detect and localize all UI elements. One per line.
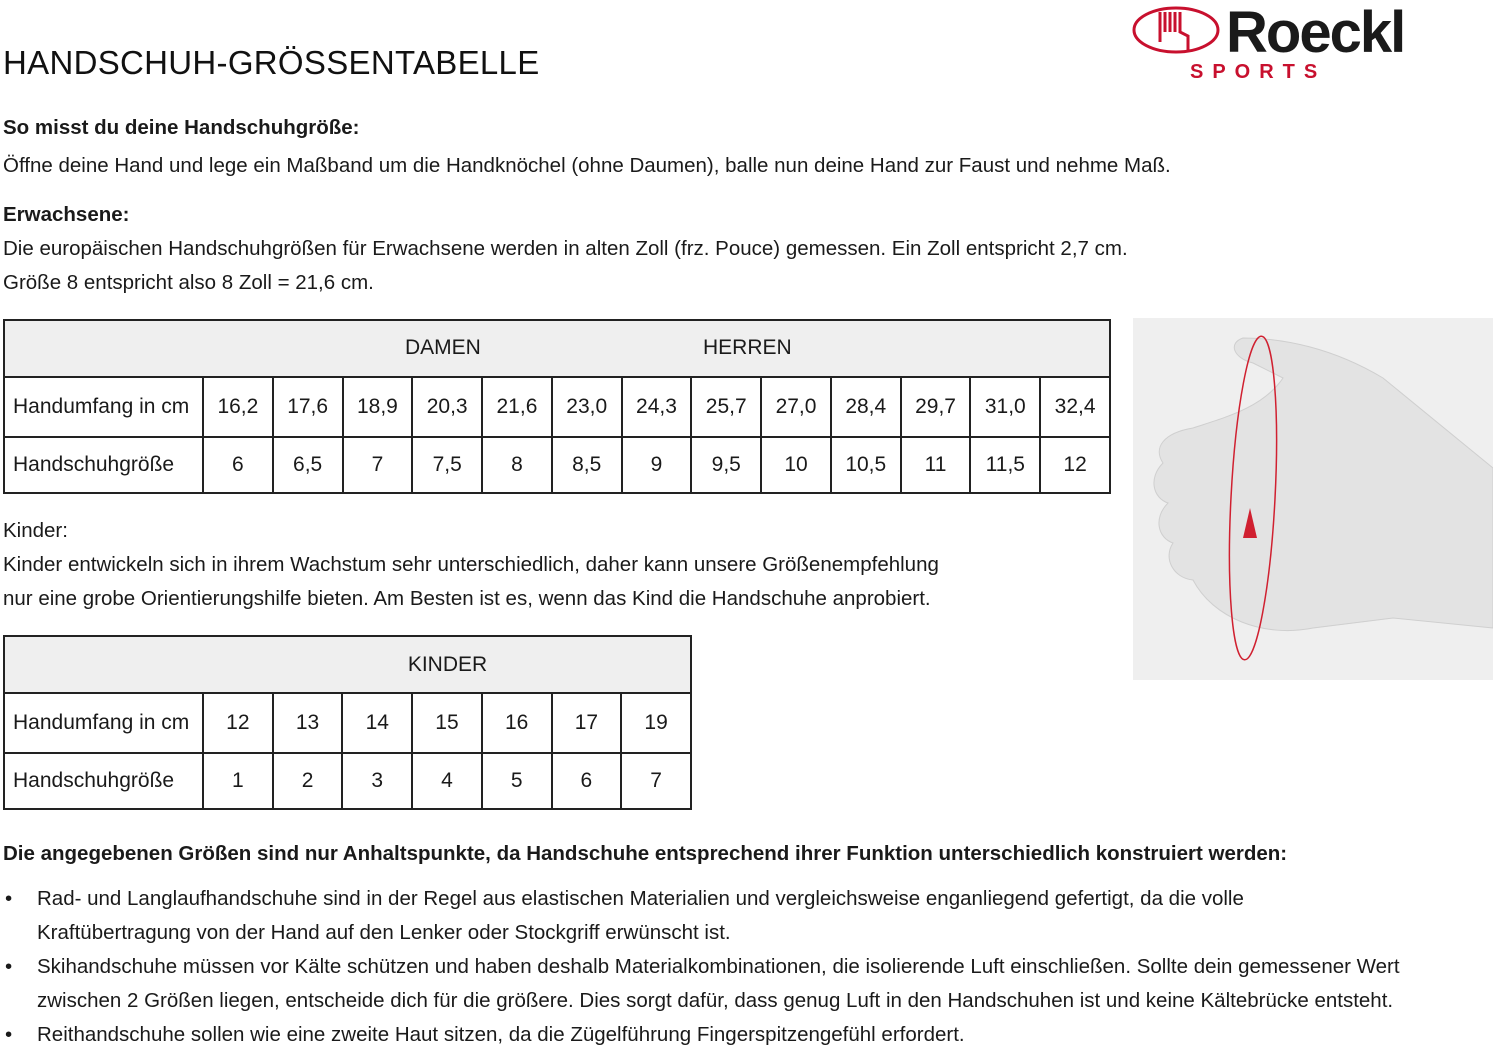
notes-heading: Die angegebenen Größen sind nur Anhaltsp… (3, 842, 1288, 865)
kids-size-table: KINDER Handumfang in cm 12 13 14 15 16 17 19 Ha… (3, 635, 692, 810)
roeckl-logo: Roeckl SPORTS (1130, 0, 1500, 85)
measure-heading: So misst du deine Handschuhgröße: (3, 116, 360, 139)
adult-size-table: DAMEN HERREN Handumfang in cm 16,2 17,6 18,… (3, 319, 1111, 494)
table-cell: 20,3 (411, 376, 484, 438)
table-cell: 10 (760, 436, 832, 494)
page-title: HANDSCHUH-GRÖSSENTABELLE (3, 44, 540, 81)
note-item: Skihandschuhe müssen vor Kälte schützen … (3, 950, 1400, 1018)
table-cell: 6 (202, 436, 274, 494)
kids-text-1: Kinder entwickeln sich in ihrem Wachstum… (3, 553, 939, 576)
table-cell: 32,4 (1039, 376, 1111, 438)
table-cell: 15 (411, 692, 483, 754)
kids-heading: Kinder: (3, 519, 68, 542)
note-item: Reithandschuhe sollen wie eine zweite Ha… (3, 1018, 1400, 1052)
table-cell: 25,7 (690, 376, 763, 438)
table-cell: 10,5 (829, 436, 902, 494)
table-cell: 29,7 (899, 376, 972, 438)
table-cell: 7 (620, 752, 692, 810)
table-cell: 12 (202, 692, 274, 754)
table-cell: 4 (411, 752, 483, 810)
table-cell: 23,0 (550, 376, 623, 438)
table-cell: 6 (550, 752, 623, 810)
adults-text-2: Größe 8 entspricht also 8 Zoll = 21,6 cm… (3, 271, 374, 294)
table-cell: 11,5 (969, 436, 1042, 494)
table-cell: 17,6 (271, 376, 344, 438)
hand-measurement-image (1133, 318, 1494, 680)
kids-table-header: KINDER (3, 635, 692, 694)
table-cell: 7,5 (411, 436, 484, 494)
table-cell: 16,2 (202, 376, 274, 438)
header-herren: HERREN (703, 336, 792, 359)
table-cell: 28,4 (829, 376, 902, 438)
table-cell: 14 (341, 692, 414, 754)
table-cell: 8,5 (550, 436, 623, 494)
table-cell: 6,5 (271, 436, 344, 494)
note-item: Rad- und Langlaufhandschuhe sind in der … (3, 882, 1400, 950)
table-cell: 27,0 (760, 376, 832, 438)
row-label-cm: Handumfang in cm (3, 376, 204, 438)
table-cell: 9,5 (690, 436, 763, 494)
table-cell: 16 (480, 692, 553, 754)
table-cell: 11 (899, 436, 972, 494)
table-cell: 1 (202, 752, 274, 810)
row-label-size: Handschuhgröße (3, 752, 204, 810)
adults-text-1: Die europäischen Handschuhgrößen für Erw… (3, 237, 1128, 260)
header-damen: DAMEN (405, 336, 481, 359)
row-label-cm: Handumfang in cm (3, 692, 204, 754)
table-cell: 5 (480, 752, 553, 810)
table-cell: 2 (271, 752, 344, 810)
kids-text-2: nur eine grobe Orientierungshilfe bieten… (3, 587, 931, 610)
svg-text:SPORTS: SPORTS (1190, 61, 1326, 83)
table-cell: 21,6 (481, 376, 553, 438)
table-cell: 19 (620, 692, 692, 754)
adult-table-header: DAMEN HERREN (3, 319, 1111, 378)
table-cell: 17 (550, 692, 623, 754)
notes-list: Rad- und Langlaufhandschuhe sind in der … (3, 882, 1400, 1052)
table-cell: 12 (1039, 436, 1111, 494)
table-cell: 7 (341, 436, 414, 494)
row-label-size: Handschuhgröße (3, 436, 204, 494)
table-cell: 24,3 (620, 376, 693, 438)
table-cell: 3 (341, 752, 414, 810)
svg-text:Roeckl: Roeckl (1226, 0, 1404, 65)
table-cell: 31,0 (969, 376, 1042, 438)
adults-heading: Erwachsene: (3, 203, 130, 226)
table-cell: 9 (620, 436, 693, 494)
table-cell: 13 (271, 692, 344, 754)
table-cell: 8 (481, 436, 553, 494)
table-cell: 18,9 (341, 376, 414, 438)
measure-text: Öffne deine Hand und lege ein Maßband um… (3, 154, 1171, 177)
